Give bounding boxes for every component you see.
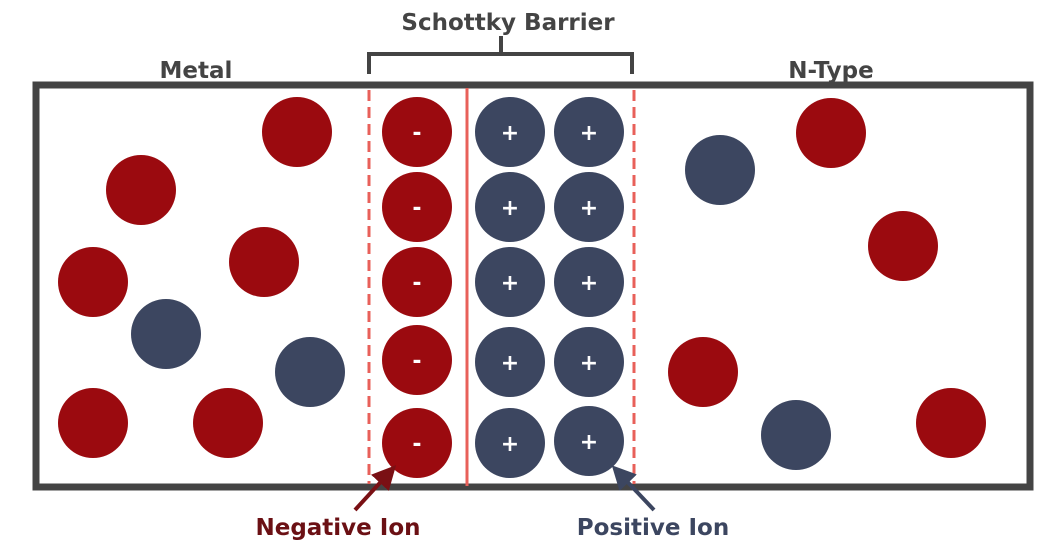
negative-ion-label: Negative Ion <box>255 515 420 541</box>
electron <box>106 155 176 225</box>
plus-sign: + <box>580 351 598 376</box>
positive-ion <box>554 172 624 242</box>
positive-ion <box>475 97 545 167</box>
minus-sign: - <box>412 432 421 457</box>
plus-sign: + <box>580 271 598 296</box>
hole <box>131 299 201 369</box>
positive-ion-label: Positive Ion <box>577 515 729 541</box>
title-schottky-barrier: Schottky Barrier <box>401 10 615 36</box>
hole <box>761 400 831 470</box>
minus-sign: - <box>412 121 421 146</box>
negative-ion <box>382 97 452 167</box>
negative-ion <box>382 172 452 242</box>
electron <box>868 211 938 281</box>
electron <box>668 337 738 407</box>
barrier-bracket <box>367 36 634 74</box>
minus-sign: - <box>412 349 421 374</box>
electron <box>193 388 263 458</box>
positive-ion-columns: + + + + + + + + + + <box>475 97 624 478</box>
plus-sign: + <box>580 121 598 146</box>
negative-ion <box>382 408 452 478</box>
hole <box>685 135 755 205</box>
positive-ion <box>554 406 624 476</box>
n-type-particles <box>668 98 986 470</box>
positive-ion <box>475 327 545 397</box>
n-type-label: N-Type <box>788 58 873 84</box>
plus-sign: + <box>501 351 519 376</box>
minus-sign: - <box>412 271 421 296</box>
positive-ion <box>554 247 624 317</box>
hole <box>275 337 345 407</box>
electron <box>58 388 128 458</box>
positive-ion <box>475 408 545 478</box>
electron <box>916 388 986 458</box>
minus-sign: - <box>412 196 421 221</box>
electron <box>796 98 866 168</box>
positive-ion <box>554 97 624 167</box>
electron <box>58 247 128 317</box>
metal-label: Metal <box>160 58 233 84</box>
negative-ion <box>382 247 452 317</box>
positive-ion <box>475 172 545 242</box>
plus-sign: + <box>501 121 519 146</box>
plus-sign: + <box>501 432 519 457</box>
electron <box>229 227 299 297</box>
positive-ion <box>475 247 545 317</box>
plus-sign: + <box>501 196 519 221</box>
negative-ion-column: - - - - - <box>382 97 452 478</box>
electron <box>262 97 332 167</box>
plus-sign: + <box>580 430 598 455</box>
negative-ion <box>382 325 452 395</box>
junction-box <box>32 81 1034 491</box>
positive-ion <box>554 327 624 397</box>
plus-sign: + <box>501 271 519 296</box>
negative-ion-arrow <box>353 465 397 512</box>
positive-ion-arrow <box>611 465 656 512</box>
plus-sign: + <box>580 196 598 221</box>
metal-particles <box>58 97 345 458</box>
